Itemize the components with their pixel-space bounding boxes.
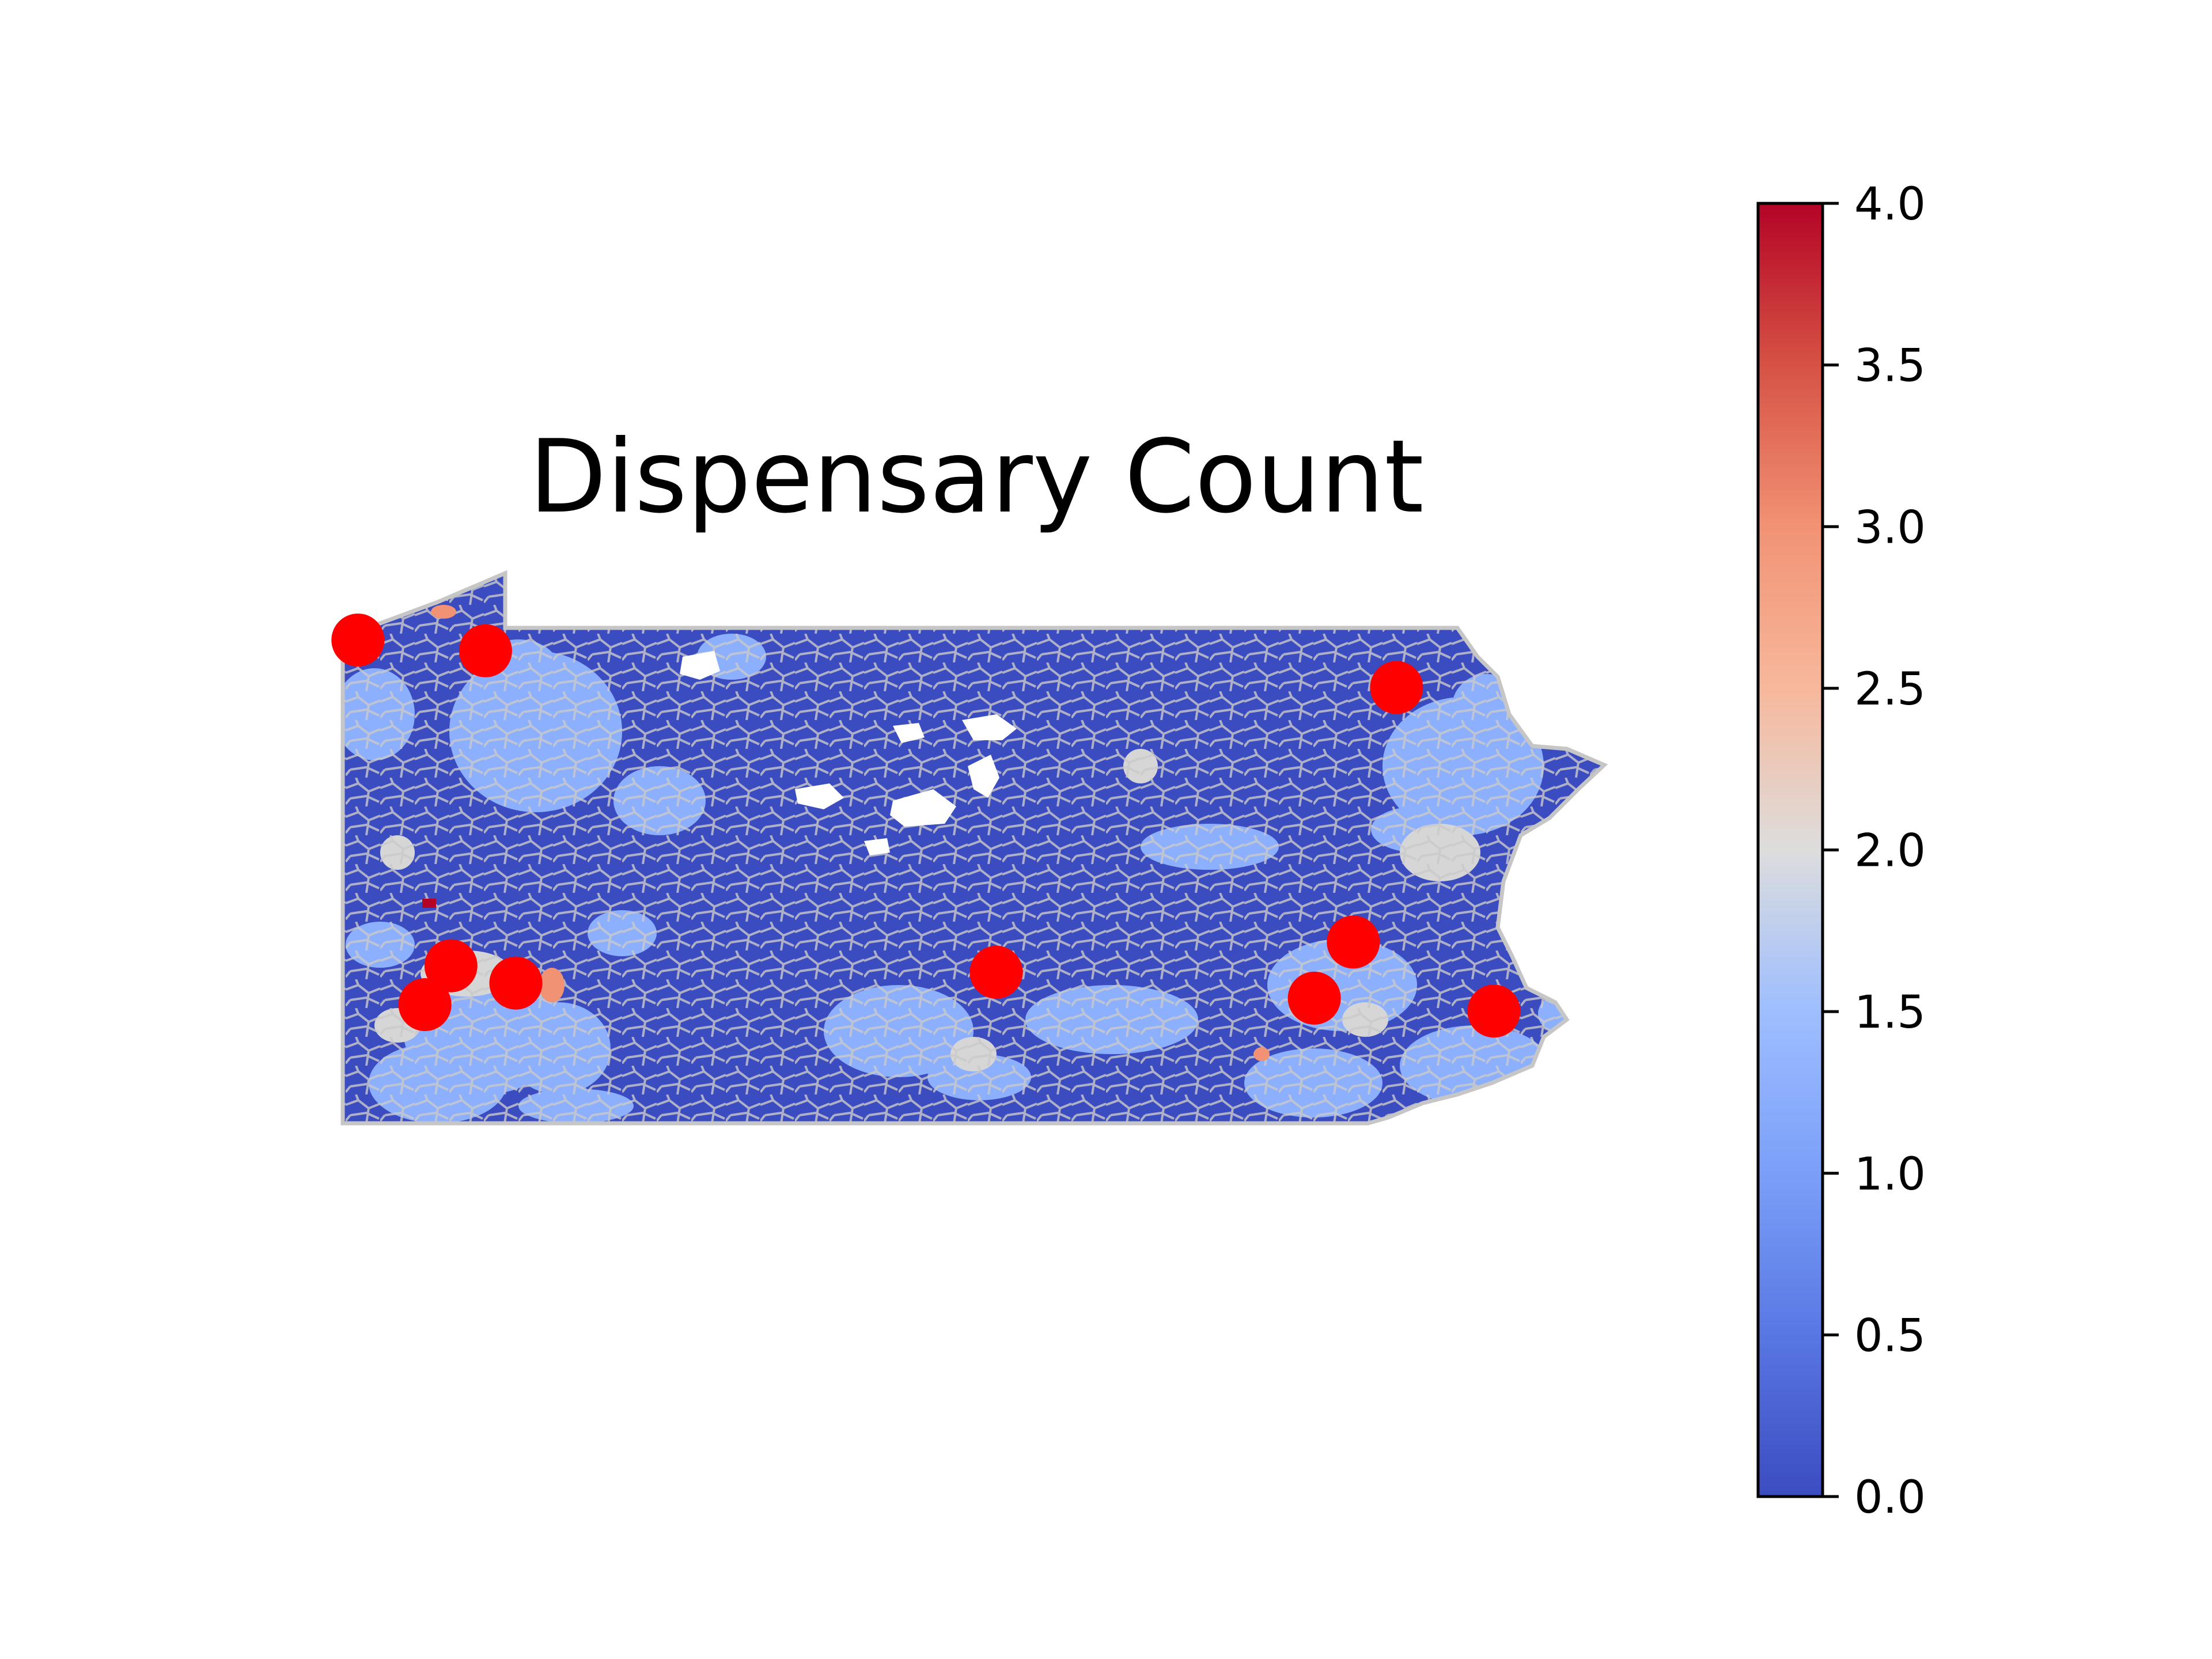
colorbar-tick-label: 3.0 [1854, 502, 1926, 554]
dispensary-marker [1467, 984, 1521, 1038]
dispensary-marker [969, 945, 1023, 999]
dispensary-marker [331, 613, 385, 667]
chart-title: Dispensary Count [529, 419, 1423, 536]
colorbar: 0.0 0.5 1.0 1.5 2.0 2.5 3.0 3.5 4.0 [1756, 179, 1926, 1524]
dispensary-marker [1370, 661, 1423, 714]
colorbar-tick-label: 3.5 [1854, 340, 1926, 392]
colorbar-tick-label: 2.5 [1854, 664, 1926, 715]
dispensary-marker [1287, 971, 1341, 1025]
dispensary-markers [331, 613, 1521, 1038]
state-outline [340, 570, 1608, 1126]
colorbar-tick-label: 0.0 [1854, 1472, 1926, 1524]
dispensary-marker [398, 978, 452, 1031]
dispensary-marker [459, 624, 512, 677]
dispensary-marker [489, 956, 543, 1010]
colorbar-tick-label: 2.0 [1854, 825, 1926, 877]
colorbar-tick-label: 4.0 [1854, 179, 1926, 230]
colorbar-tick-label: 1.0 [1854, 1149, 1926, 1200]
dispensary-marker [424, 939, 478, 993]
colorbar-tick-label: 1.5 [1854, 987, 1926, 1039]
colorbar-gradient [1756, 202, 1824, 1498]
colorbar-ticks: 0.0 0.5 1.0 1.5 2.0 2.5 3.0 3.5 4.0 [1823, 179, 1926, 1524]
colorbar-tick-label: 0.5 [1854, 1310, 1926, 1362]
dispensary-marker [1327, 915, 1380, 969]
